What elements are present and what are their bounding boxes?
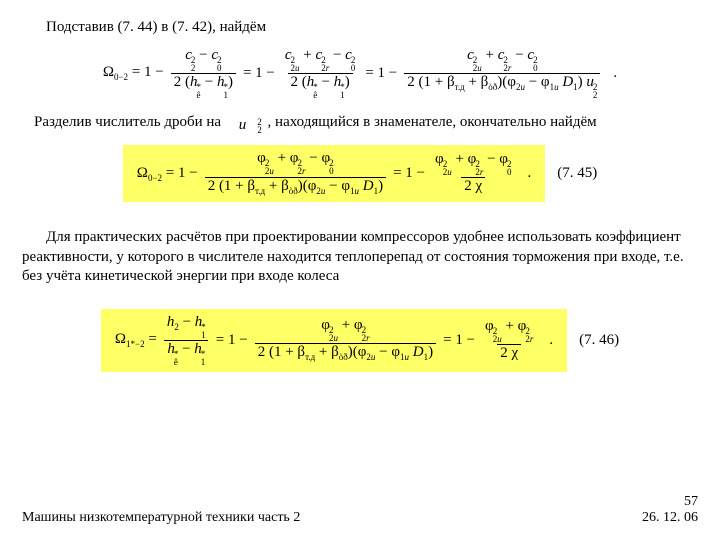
- equation-block-1: Ω0−2 = 1 − c22 − c20 2 (h*ê − h*1) = 1 −…: [22, 48, 698, 99]
- intro-line-1: Подставив (7. 44) в (7. 42), найдём: [22, 18, 698, 38]
- footer-date: 26. 12. 06: [642, 510, 698, 525]
- equation-number-46: (7. 46): [579, 332, 619, 349]
- equation-block-3: Ω1*−2 = h2 − h*1 h*ê − h*1 = 1 − φ22u + …: [22, 309, 698, 372]
- footer-title: Машины низкотемпературной техники часть …: [22, 510, 300, 526]
- paragraph-3: Для практических расчётов при проектиров…: [22, 228, 698, 287]
- intro-line-2: Разделив числитель дроби на u22 , находя…: [22, 113, 698, 136]
- equation-block-2: Ω0−2 = 1 − φ22u + φ22r − φ20 2 (1 + βт.д…: [22, 145, 698, 202]
- page-number: 57: [684, 494, 698, 509]
- page-footer: Машины низкотемпературной техники часть …: [22, 494, 698, 526]
- equation-number-45: (7. 45): [557, 165, 597, 182]
